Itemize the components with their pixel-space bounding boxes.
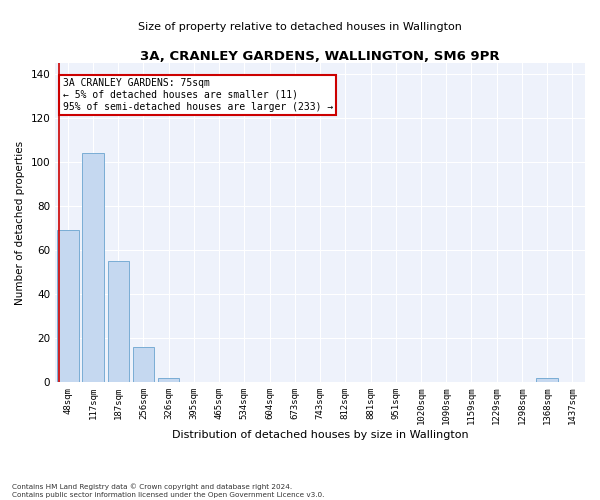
Text: 3A CRANLEY GARDENS: 75sqm
← 5% of detached houses are smaller (11)
95% of semi-d: 3A CRANLEY GARDENS: 75sqm ← 5% of detach… [62,78,333,112]
Bar [133,347,154,382]
X-axis label: Distribution of detached houses by size in Wallington: Distribution of detached houses by size … [172,430,469,440]
Text: Contains HM Land Registry data © Crown copyright and database right 2024.
Contai: Contains HM Land Registry data © Crown c… [12,484,325,498]
Text: Size of property relative to detached houses in Wallington: Size of property relative to detached ho… [138,22,462,32]
Y-axis label: Number of detached properties: Number of detached properties [15,140,25,304]
Bar [158,378,179,382]
Bar [536,378,558,382]
Title: 3A, CRANLEY GARDENS, WALLINGTON, SM6 9PR: 3A, CRANLEY GARDENS, WALLINGTON, SM6 9PR [140,50,500,63]
Bar [107,261,129,382]
Bar [57,230,79,382]
Bar [82,153,104,382]
